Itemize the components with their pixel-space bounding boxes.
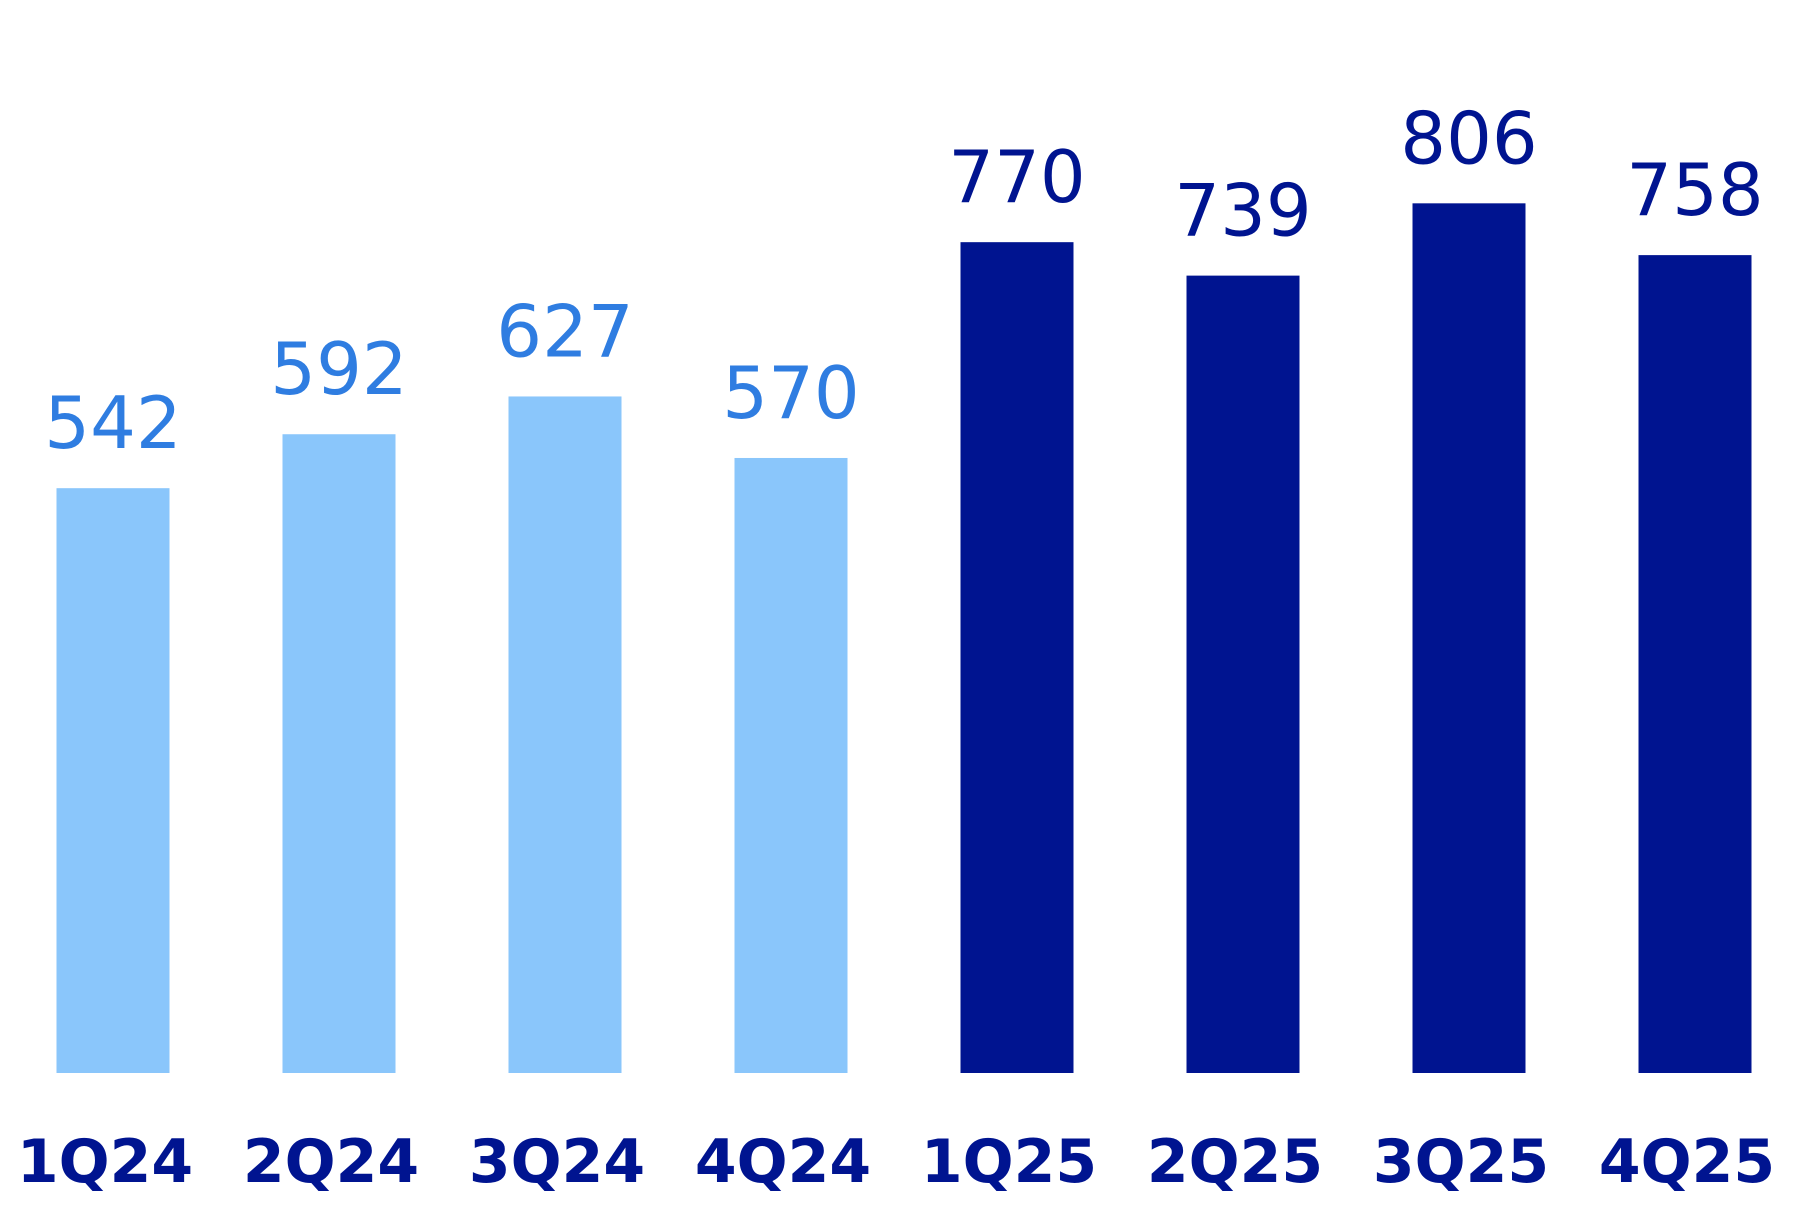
value-label: 739 [1174,169,1311,253]
x-tick-label: 2Q25 [1147,1127,1323,1197]
bar [508,396,622,1073]
value-label: 627 [496,289,633,373]
x-tick-label: 1Q24 [17,1127,193,1197]
x-tick-label: 3Q24 [469,1127,645,1197]
value-label: 592 [270,327,407,411]
x-tick-label: 4Q24 [695,1127,871,1197]
bar [1412,203,1526,1074]
bar [56,488,170,1073]
bar [282,434,396,1073]
value-label: 570 [722,351,859,435]
bar [1186,275,1300,1073]
x-tick-label: 3Q25 [1373,1127,1549,1197]
bar [960,242,1074,1074]
value-label: 770 [948,135,1085,219]
value-label: 758 [1626,148,1763,232]
x-tick-label: 1Q25 [921,1127,1097,1197]
bar [1638,255,1752,1074]
value-label: 542 [44,381,181,465]
x-tick-label: 4Q25 [1599,1127,1775,1197]
bar [734,457,848,1074]
x-tick-label: 2Q24 [243,1127,419,1197]
value-label: 806 [1400,96,1537,180]
